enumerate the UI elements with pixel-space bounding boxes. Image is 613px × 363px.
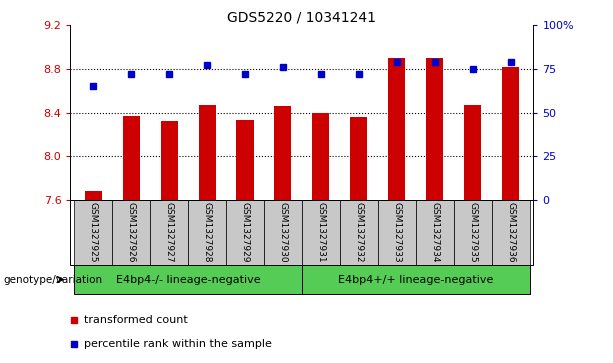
Text: GSM1327932: GSM1327932 [354, 202, 364, 262]
Text: GSM1327934: GSM1327934 [430, 202, 439, 262]
Text: GSM1327930: GSM1327930 [278, 202, 287, 263]
Bar [340, 200, 378, 265]
Bar [199, 105, 216, 200]
Bar [416, 200, 454, 265]
Text: GSM1327928: GSM1327928 [202, 202, 211, 262]
Bar [302, 265, 530, 294]
Text: GSM1327931: GSM1327931 [316, 202, 326, 263]
Text: E4bp4-/- lineage-negative: E4bp4-/- lineage-negative [116, 274, 261, 285]
Bar [123, 116, 140, 200]
Bar [150, 200, 188, 265]
Text: GSM1327927: GSM1327927 [165, 202, 173, 262]
Bar [226, 200, 264, 265]
Bar [74, 200, 112, 265]
Bar [464, 105, 481, 200]
Bar [426, 58, 443, 200]
Text: GSM1327925: GSM1327925 [89, 202, 97, 262]
Title: GDS5220 / 10341241: GDS5220 / 10341241 [227, 10, 376, 24]
Text: genotype/variation: genotype/variation [3, 274, 102, 285]
Bar [454, 200, 492, 265]
Bar [275, 106, 291, 200]
Text: GSM1327933: GSM1327933 [392, 202, 402, 263]
Bar [85, 191, 102, 200]
Text: GSM1327929: GSM1327929 [240, 202, 249, 262]
Text: percentile rank within the sample: percentile rank within the sample [85, 339, 272, 349]
Bar [112, 200, 150, 265]
Text: GSM1327935: GSM1327935 [468, 202, 477, 263]
Bar [237, 120, 254, 200]
Bar [313, 113, 329, 200]
Bar [264, 200, 302, 265]
Text: E4bp4+/+ lineage-negative: E4bp4+/+ lineage-negative [338, 274, 493, 285]
Bar [302, 200, 340, 265]
Text: GSM1327926: GSM1327926 [127, 202, 135, 262]
Bar [188, 200, 226, 265]
Text: GSM1327936: GSM1327936 [506, 202, 515, 263]
Bar [350, 117, 367, 200]
Bar [502, 67, 519, 200]
Bar [388, 58, 405, 200]
Text: transformed count: transformed count [85, 315, 188, 325]
Bar [74, 265, 302, 294]
Bar [378, 200, 416, 265]
Bar [492, 200, 530, 265]
Bar [161, 121, 178, 200]
